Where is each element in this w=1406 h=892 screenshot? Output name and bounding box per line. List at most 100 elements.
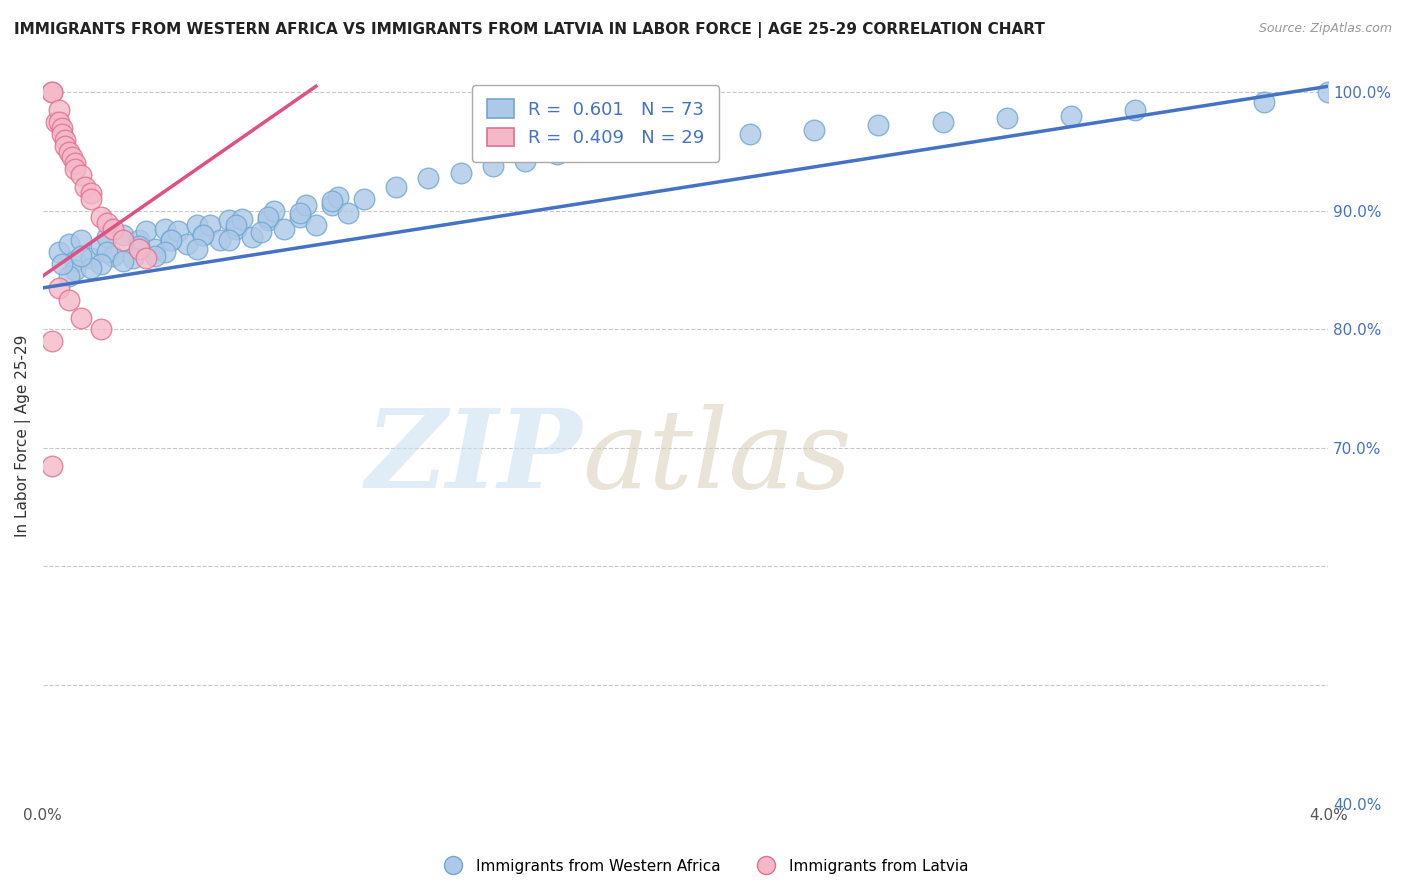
Point	[186, 218, 208, 232]
Point	[1123, 103, 1146, 117]
Point	[80, 186, 103, 200]
Point	[51, 120, 73, 135]
Point	[48, 245, 70, 260]
Point	[198, 218, 221, 232]
Point	[610, 142, 633, 156]
Point	[103, 221, 125, 235]
Point	[60, 151, 83, 165]
Point	[143, 249, 166, 263]
Point	[121, 251, 143, 265]
Point	[73, 180, 96, 194]
Point	[160, 234, 183, 248]
Point	[70, 234, 93, 248]
Point	[112, 227, 135, 242]
Point	[70, 168, 93, 182]
Point	[675, 133, 697, 147]
Text: atlas: atlas	[582, 404, 852, 512]
Text: ZIP: ZIP	[366, 404, 582, 512]
Point	[143, 242, 166, 256]
Point	[328, 189, 350, 203]
Point	[273, 221, 295, 235]
Point	[58, 145, 80, 159]
Point	[80, 260, 103, 275]
Point	[218, 234, 240, 248]
Point	[90, 322, 112, 336]
Point	[256, 210, 278, 224]
Point	[481, 159, 503, 173]
Point	[128, 239, 150, 253]
Point	[643, 135, 665, 149]
Point	[803, 123, 825, 137]
Point	[868, 119, 890, 133]
Point	[80, 251, 103, 265]
Point	[418, 170, 440, 185]
Point	[41, 85, 63, 99]
Point	[90, 210, 112, 224]
Point	[1317, 85, 1340, 99]
Point	[41, 334, 63, 349]
Point	[135, 224, 157, 238]
Point	[288, 210, 311, 224]
Point	[135, 251, 157, 265]
Point	[1253, 95, 1275, 109]
Point	[58, 237, 80, 252]
Point	[166, 224, 188, 238]
Point	[225, 218, 247, 232]
Point	[58, 268, 80, 283]
Point	[41, 85, 63, 99]
Y-axis label: In Labor Force | Age 25-29: In Labor Force | Age 25-29	[15, 334, 31, 537]
Point	[153, 221, 176, 235]
Point	[240, 230, 263, 244]
Point	[186, 242, 208, 256]
Point	[218, 213, 240, 227]
Point	[250, 225, 273, 239]
Point	[450, 166, 472, 180]
Legend: R =  0.601   N = 73, R =  0.409   N = 29: R = 0.601 N = 73, R = 0.409 N = 29	[472, 85, 718, 161]
Point	[295, 198, 318, 212]
Point	[385, 180, 408, 194]
Point	[231, 212, 253, 227]
Point	[1060, 109, 1083, 123]
Point	[208, 234, 231, 248]
Point	[90, 257, 112, 271]
Point	[263, 203, 285, 218]
Point	[96, 216, 118, 230]
Point	[225, 221, 247, 235]
Point	[51, 127, 73, 141]
Point	[53, 133, 76, 147]
Text: Source: ZipAtlas.com: Source: ZipAtlas.com	[1258, 22, 1392, 36]
Point	[160, 234, 183, 248]
Point	[112, 234, 135, 248]
Point	[546, 147, 568, 161]
Point	[128, 234, 150, 248]
Point	[48, 281, 70, 295]
Point	[931, 115, 953, 129]
Point	[995, 112, 1018, 126]
Legend: Immigrants from Western Africa, Immigrants from Latvia: Immigrants from Western Africa, Immigran…	[432, 853, 974, 880]
Point	[48, 103, 70, 117]
Point	[45, 115, 67, 129]
Point	[41, 458, 63, 473]
Point	[51, 257, 73, 271]
Point	[96, 245, 118, 260]
Point	[288, 206, 311, 220]
Point	[112, 253, 135, 268]
Point	[96, 230, 118, 244]
Point	[305, 218, 328, 232]
Point	[193, 227, 215, 242]
Point	[63, 263, 86, 277]
Text: IMMIGRANTS FROM WESTERN AFRICA VS IMMIGRANTS FROM LATVIA IN LABOR FORCE | AGE 25: IMMIGRANTS FROM WESTERN AFRICA VS IMMIGR…	[14, 22, 1045, 38]
Point	[193, 227, 215, 242]
Point	[70, 310, 93, 325]
Point	[513, 153, 536, 168]
Point	[103, 249, 125, 263]
Point	[353, 192, 375, 206]
Point	[738, 127, 761, 141]
Point	[128, 242, 150, 256]
Point	[337, 206, 360, 220]
Point	[90, 239, 112, 253]
Point	[63, 162, 86, 177]
Point	[321, 198, 343, 212]
Point	[153, 245, 176, 260]
Point	[48, 115, 70, 129]
